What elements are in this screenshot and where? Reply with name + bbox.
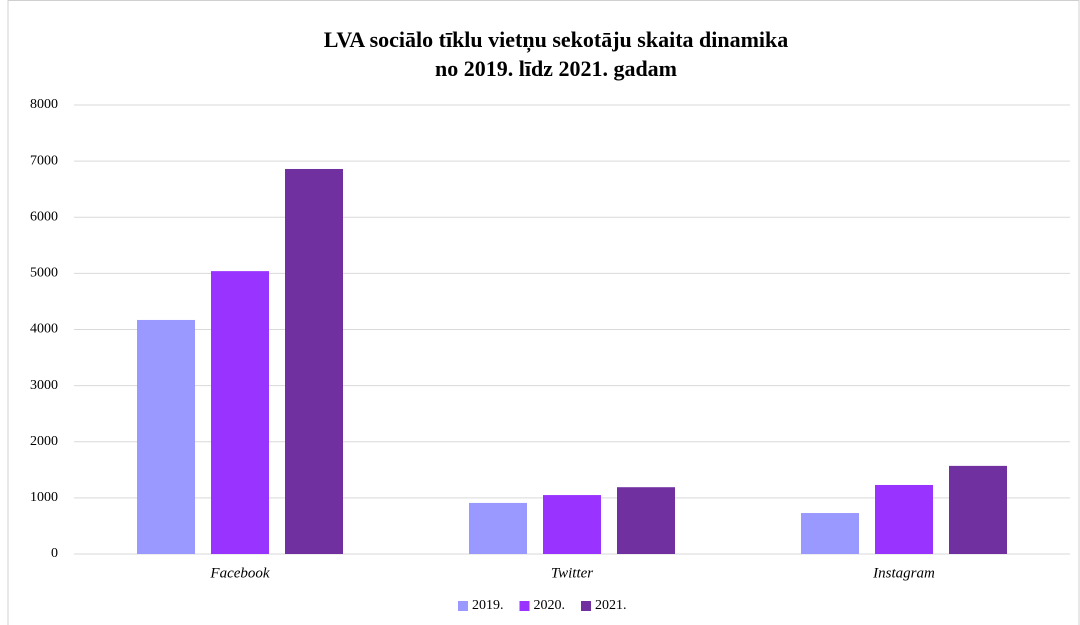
x-tick-label: Facebook: [209, 565, 269, 581]
legend-label: 2021.: [595, 598, 627, 613]
y-tick-label: 1000: [30, 490, 58, 505]
x-tick-label: Instagram: [872, 565, 935, 581]
legend-swatch: [458, 601, 468, 611]
y-tick-label: 2000: [30, 434, 58, 449]
y-tick-label: 7000: [30, 153, 58, 168]
bar: [801, 513, 859, 554]
legend-label: 2019.: [472, 598, 504, 613]
legend-swatch: [519, 601, 530, 611]
bar: [137, 319, 195, 554]
y-tick-label: 6000: [30, 209, 58, 224]
bar: [949, 465, 1007, 554]
legend-label: 2020.: [534, 598, 566, 613]
bar: [285, 168, 343, 555]
bar: [875, 484, 933, 554]
chart-title: no 2019. līdz 2021. gadam: [435, 56, 677, 81]
chart-title: LVA sociālo tīklu vietņu sekotāju skaita…: [324, 27, 789, 53]
y-tick-label: 0: [51, 546, 58, 561]
y-tick-label: 8000: [30, 97, 58, 112]
bar: [543, 495, 601, 554]
bar: [211, 271, 269, 554]
y-tick-label: 3000: [30, 378, 58, 393]
y-tick-label: 5000: [30, 266, 58, 281]
bar: [617, 487, 675, 554]
bar: [469, 502, 527, 554]
x-tick-label: Twitter: [551, 565, 593, 581]
legend-swatch: [581, 601, 591, 611]
y-tick-label: 4000: [30, 322, 58, 337]
